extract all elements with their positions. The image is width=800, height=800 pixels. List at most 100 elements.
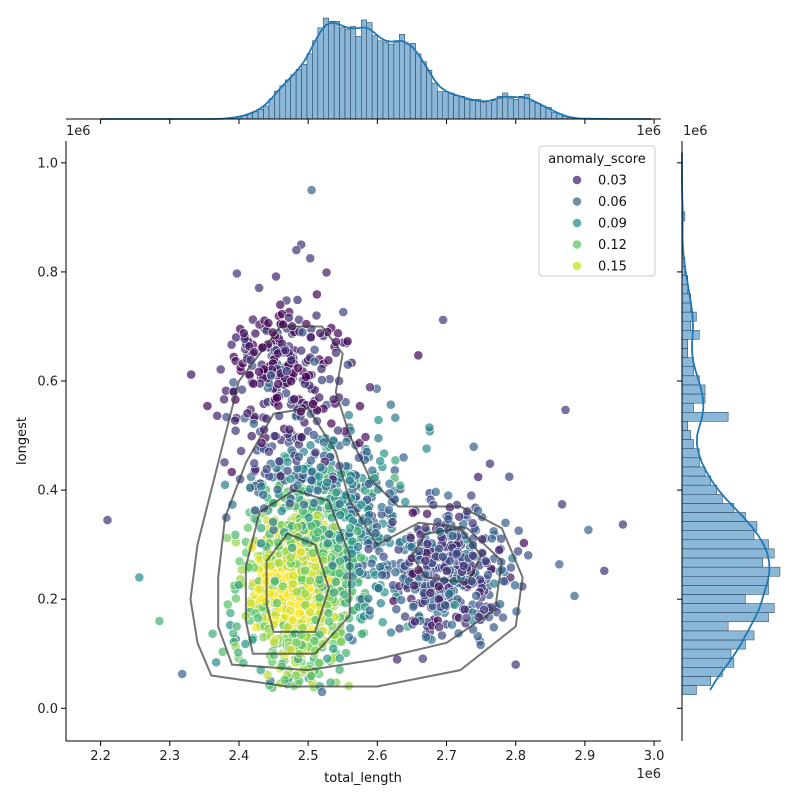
data-point xyxy=(240,639,251,649)
data-point xyxy=(308,497,319,508)
data-point xyxy=(266,370,276,381)
x-tick-label: 2.6 xyxy=(367,749,388,764)
data-point xyxy=(256,593,267,604)
data-point xyxy=(242,522,253,533)
y-axis-ticks: 0.0 0.2 0.4 0.6 0.8 1.0 xyxy=(37,156,66,717)
marginal-x-bar xyxy=(393,41,400,120)
data-point xyxy=(433,581,444,592)
data-point xyxy=(225,608,236,618)
data-point xyxy=(311,310,322,321)
legend-entry-label: 0.03 xyxy=(598,174,627,189)
data-point xyxy=(249,347,260,357)
data-point xyxy=(282,457,293,467)
marginal-y-bar xyxy=(681,685,697,695)
marginal-x-bar xyxy=(377,40,384,120)
data-point xyxy=(449,600,460,610)
data-point xyxy=(504,471,515,482)
data-point xyxy=(498,612,508,623)
legend-entry-label: 0.09 xyxy=(598,217,627,232)
data-point xyxy=(341,648,351,658)
y-tick-label: 0.6 xyxy=(37,375,58,390)
data-point xyxy=(280,345,291,356)
data-point xyxy=(326,418,337,429)
marginal-x-bar xyxy=(442,91,449,120)
legend-entry-label: 0.15 xyxy=(598,260,627,275)
marginal-x-bar xyxy=(540,105,547,120)
data-point xyxy=(293,362,304,373)
data-point xyxy=(310,447,321,458)
data-point xyxy=(513,525,524,536)
data-point xyxy=(377,570,387,580)
data-point xyxy=(273,400,284,411)
data-point xyxy=(291,637,302,648)
data-point xyxy=(398,452,409,463)
x-tick-label: 2.8 xyxy=(505,749,526,764)
marginal-x-bar xyxy=(480,102,487,120)
marginal-x-bar xyxy=(350,26,357,120)
marginal-y-bar xyxy=(681,648,732,659)
marginal-y-bar xyxy=(681,585,769,595)
data-point xyxy=(231,621,242,632)
data-point xyxy=(365,382,375,393)
marginal-x-bar xyxy=(268,98,275,120)
y-axis-label: longest xyxy=(15,417,30,465)
data-point xyxy=(443,514,454,524)
data-point xyxy=(378,551,389,562)
x-tick-label: 2.3 xyxy=(159,749,180,764)
data-point xyxy=(249,458,260,469)
data-point xyxy=(272,484,283,495)
data-point xyxy=(338,307,349,317)
data-point xyxy=(510,580,520,591)
data-point xyxy=(134,572,145,583)
data-point xyxy=(332,425,343,436)
data-point xyxy=(500,517,511,528)
data-point xyxy=(569,591,580,601)
data-point xyxy=(211,657,222,668)
data-point xyxy=(387,517,398,527)
data-point xyxy=(410,616,420,627)
marginal-x-bar xyxy=(339,27,346,120)
data-point xyxy=(289,394,299,405)
marginal-x-bar xyxy=(534,103,541,120)
data-point xyxy=(256,538,266,549)
data-point xyxy=(333,543,343,554)
data-point xyxy=(238,328,249,339)
data-point xyxy=(391,604,402,615)
data-point xyxy=(421,632,431,642)
data-point xyxy=(294,608,305,618)
data-point xyxy=(295,547,306,557)
data-point xyxy=(309,636,320,646)
data-point xyxy=(312,510,323,521)
data-point xyxy=(305,440,316,451)
data-point xyxy=(356,552,366,563)
x-axis-exponent: 1e6 xyxy=(636,767,661,782)
data-point xyxy=(297,327,308,338)
data-point xyxy=(407,507,418,518)
legend-marker xyxy=(572,175,582,185)
data-point xyxy=(377,617,388,628)
data-point xyxy=(409,580,420,591)
data-point xyxy=(379,448,389,459)
marginal-x-bar xyxy=(529,101,536,120)
marginal-x-bar xyxy=(279,85,286,120)
data-point xyxy=(226,467,237,477)
marginal-x-bar xyxy=(475,99,482,120)
data-point xyxy=(354,437,365,448)
data-point xyxy=(281,366,292,377)
x-axis-ticks: 2.2 2.3 2.4 2.5 2.6 2.7 2.8 2.9 3.0 xyxy=(90,741,664,764)
data-point xyxy=(438,314,448,325)
data-point xyxy=(324,616,334,627)
marginal-y-bar xyxy=(681,357,694,367)
data-point xyxy=(363,478,374,489)
data-point xyxy=(345,523,355,533)
marginal-y-bar xyxy=(681,302,691,313)
data-point xyxy=(233,580,244,590)
data-point xyxy=(413,350,424,361)
data-point xyxy=(284,424,295,435)
x-axis-label: total_length xyxy=(324,771,402,786)
marginal-x-bar xyxy=(317,27,324,120)
data-point xyxy=(424,422,435,433)
data-point xyxy=(356,499,367,510)
y-tick-label: 0.4 xyxy=(37,484,58,499)
data-point xyxy=(254,282,264,293)
